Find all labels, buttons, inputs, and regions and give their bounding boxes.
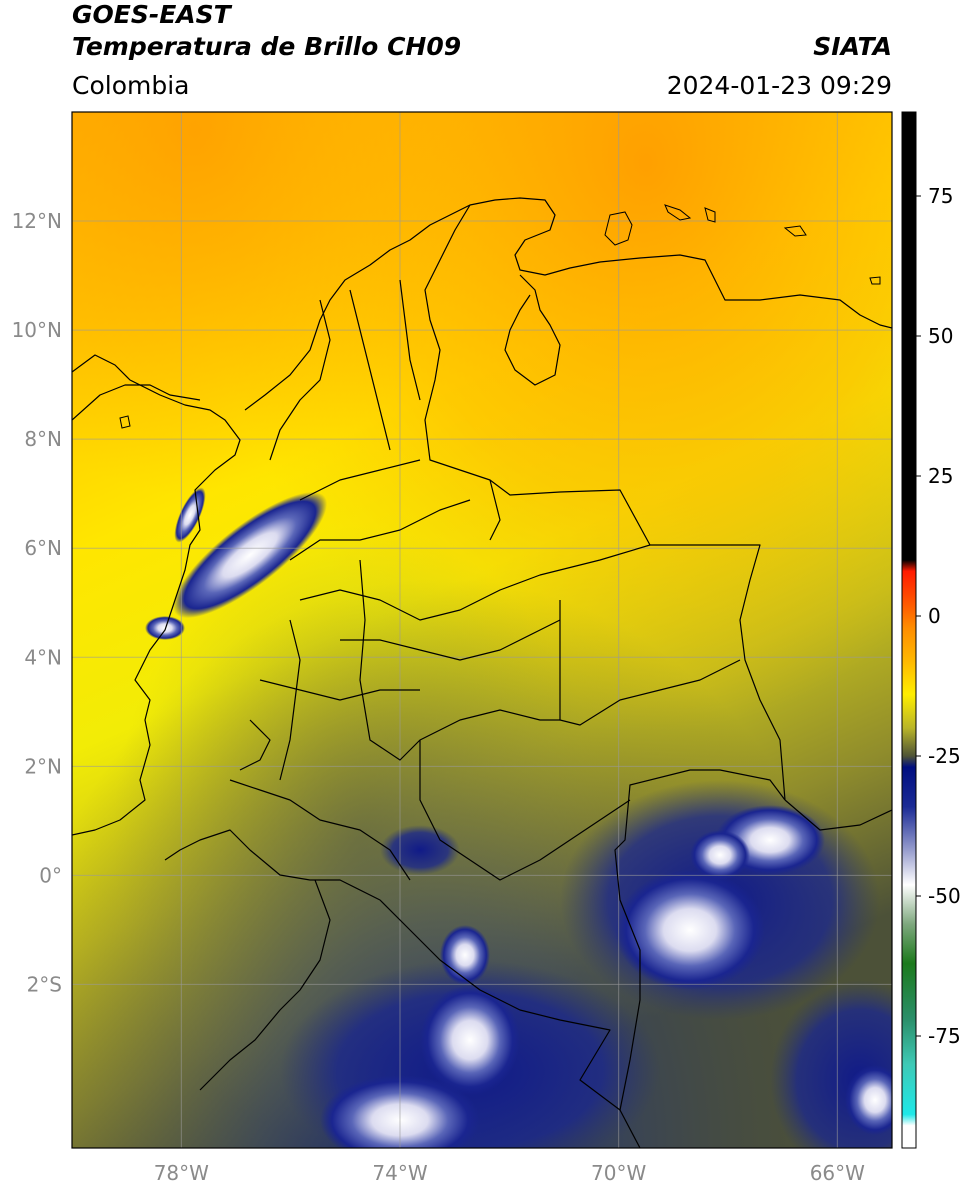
datetime-label: 2024-01-23 09:29 <box>666 71 892 100</box>
lat-tick-label: 2°N <box>24 754 62 778</box>
islands <box>119 204 881 429</box>
colorbar-tick-label: 25 <box>928 464 953 488</box>
convective-clouds <box>145 487 892 1148</box>
colorbar-tick-label: 0 <box>928 604 941 628</box>
boundaries <box>72 197 892 1148</box>
colorbar-tick-label: 50 <box>928 324 953 348</box>
lon-tick-label: 66°W <box>810 1161 865 1185</box>
colorbar-tick-label: -75 <box>928 1024 961 1048</box>
lat-tick-label: 10°N <box>12 318 62 342</box>
lat-tick-label: 12°N <box>12 209 62 233</box>
map-frame <box>71 111 893 1149</box>
lon-tick-label: 74°W <box>372 1161 427 1185</box>
colorbar-frame <box>901 111 917 1149</box>
lat-tick-label: 4°N <box>24 645 62 669</box>
lat-tick-label: 2°S <box>27 972 62 996</box>
product-title: Temperatura de Brillo CH09 <box>72 32 462 61</box>
lat-tick-label: 8°N <box>24 427 62 451</box>
graticule <box>72 112 892 1148</box>
satellite-title: GOES-EAST <box>72 0 231 29</box>
lon-tick-label: 78°W <box>154 1161 209 1185</box>
colorbar-tick-label: -50 <box>928 884 961 908</box>
latitude-ticks: 12°N 10°N 8°N 6°N 4°N 2°N 0° 2°S <box>12 209 62 996</box>
longitude-ticks: 78°W 74°W 70°W 66°W <box>154 1161 865 1185</box>
lat-tick-label: 0° <box>39 863 62 887</box>
lon-tick-label: 70°W <box>591 1161 646 1185</box>
colorbar-tick-label: 75 <box>928 184 953 208</box>
agency-label: SIATA <box>813 32 892 61</box>
colorbar-bar <box>902 112 916 1148</box>
colorbar-ticks: 75 50 25 0 -25 -50 -75 <box>916 184 961 1048</box>
colorbar-tick-label: -25 <box>928 744 961 768</box>
colorbar: 75 50 25 0 -25 -50 -75 <box>901 111 961 1149</box>
brightness-field <box>72 112 892 1148</box>
lat-tick-label: 6°N <box>24 536 62 560</box>
region-label: Colombia <box>72 71 190 100</box>
